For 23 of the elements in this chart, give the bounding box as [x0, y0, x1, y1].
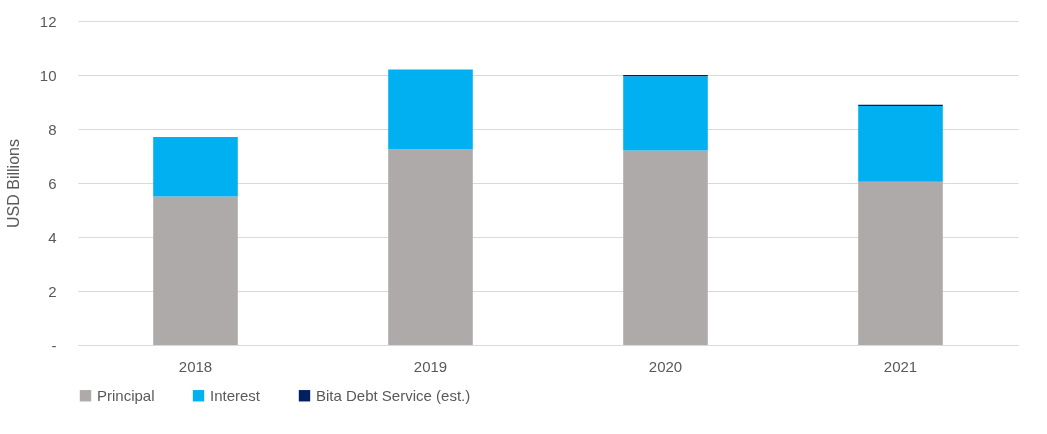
y-tick-label: 2 — [48, 282, 57, 300]
y-tick-label: 6 — [48, 174, 57, 192]
y-tick-label: 4 — [48, 228, 57, 246]
bar — [623, 76, 708, 151]
y-tick-label: 12 — [39, 12, 57, 30]
y-tick-label: 8 — [48, 120, 57, 138]
y-axis-title: USD Billions — [4, 139, 22, 228]
bar — [858, 106, 943, 182]
bar — [153, 137, 238, 197]
legend-label: Principal — [97, 386, 155, 404]
legend-label: Bita Debt Service (est.) — [316, 386, 471, 404]
bar — [388, 149, 473, 345]
y-tick-label: - — [51, 336, 57, 354]
x-tick-label: 2020 — [648, 357, 683, 375]
bar — [153, 196, 238, 345]
x-tick-label: 2019 — [413, 357, 448, 375]
bar — [623, 150, 708, 345]
legend-label: Interest — [210, 386, 261, 404]
bar — [858, 181, 943, 345]
x-tick-label: 2021 — [883, 357, 918, 375]
bar — [388, 69, 473, 150]
x-tick-label: 2018 — [178, 357, 213, 375]
y-tick-label: 10 — [39, 66, 57, 84]
